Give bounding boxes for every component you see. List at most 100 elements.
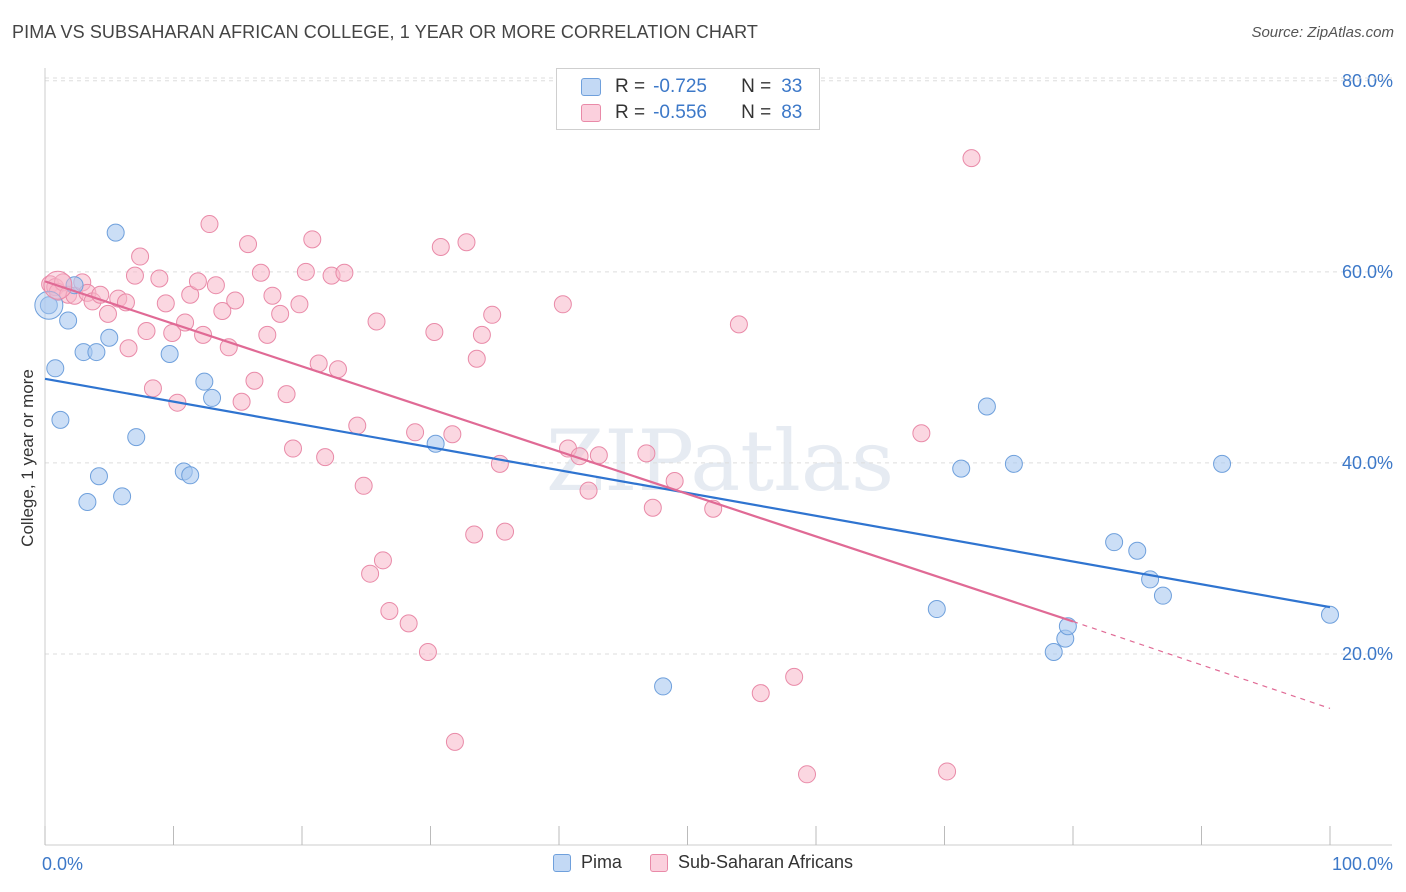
legend-r-label: R = (615, 76, 646, 97)
ssa-point (137, 322, 156, 341)
ssa-point (232, 392, 251, 411)
ssa-legend-icon (649, 853, 668, 872)
legend-label-pima: Pima (580, 852, 622, 872)
ssa-point (425, 323, 444, 342)
ssa-point (194, 325, 213, 344)
pima-point (160, 344, 179, 363)
ssa-point (418, 643, 437, 662)
pima-point (1105, 533, 1124, 552)
legend-n-value: 33 (781, 76, 803, 97)
pima-point (87, 343, 106, 362)
pima-point (46, 359, 65, 378)
pima-point (100, 328, 119, 347)
ssa-point (354, 476, 373, 495)
ssa-point (239, 235, 258, 254)
ssa-point (245, 371, 264, 390)
pima-point (1153, 586, 1172, 605)
ssa-point (181, 285, 200, 304)
series-legend: Pima Sub-Saharan Africans (0, 852, 1406, 873)
pima-point (977, 397, 996, 416)
ssa-point (579, 481, 598, 500)
pima-legend-icon (552, 853, 571, 872)
legend-item-pima: Pima (552, 852, 622, 873)
ssa-point (156, 294, 175, 313)
ssa-point (125, 266, 144, 285)
ssa-point (445, 732, 464, 751)
legend-label-ssa: Sub-Saharan Africans (677, 852, 854, 872)
pima-point (89, 467, 108, 486)
pima-point (203, 388, 222, 407)
pima-point (195, 372, 214, 391)
ssa-point (406, 423, 425, 442)
ssa-point (131, 247, 150, 266)
legend-r-value: -0.725 (653, 76, 707, 97)
ssa-point (98, 304, 117, 323)
pima-point (1044, 643, 1063, 662)
legend-row-ssa: R = -0.556 N = 83 (581, 100, 802, 126)
pima-point (34, 290, 64, 320)
ssa-point (277, 385, 296, 404)
ssa-point (348, 416, 367, 435)
ssa-point (119, 339, 138, 358)
pima-point (127, 428, 146, 447)
ssa-point (335, 263, 354, 282)
ssa-point (553, 295, 572, 314)
ssa-point (200, 215, 219, 234)
ssa-trend-extension (1072, 620, 1331, 709)
ssa-point (431, 237, 450, 256)
ssa-point (798, 765, 817, 784)
pima-point (1004, 454, 1023, 473)
ssa-swatch-icon (581, 104, 601, 122)
ssa-point (251, 263, 270, 282)
ssa-point (912, 424, 931, 443)
y-tick-label: 20.0% (1342, 644, 1393, 664)
ssa-point (751, 684, 770, 703)
ssa-point (373, 551, 392, 570)
legend-r-label: R = (615, 102, 646, 123)
ssa-point (226, 291, 245, 310)
pima-point (39, 296, 58, 315)
x-tick-label: 100.0% (1332, 854, 1393, 874)
ssa-point (962, 149, 981, 168)
ssa-point (258, 325, 277, 344)
ssa-point (143, 379, 162, 398)
ssa-point (367, 312, 386, 331)
ssa-point (785, 667, 804, 686)
ssa-point (284, 439, 303, 458)
pima-point (59, 311, 78, 330)
ssa-point (637, 444, 656, 463)
pima-point (78, 493, 97, 512)
ssa-point (729, 315, 748, 334)
y-tick-label: 40.0% (1342, 453, 1393, 473)
ssa-point (150, 269, 169, 288)
ssa-point (643, 498, 662, 517)
ssa-point (483, 305, 502, 324)
legend-item-ssa: Sub-Saharan Africans (649, 852, 854, 873)
ssa-point (263, 286, 282, 305)
y-tick-label: 80.0% (1342, 71, 1393, 91)
legend-row-pima: R = -0.725 N = 33 (581, 74, 802, 100)
pima-point (1321, 605, 1339, 624)
pima-point (1128, 541, 1147, 560)
ssa-point (206, 276, 225, 295)
pima-point (113, 487, 132, 506)
chart-title: PIMA VS SUBSAHARAN AFRICAN COLLEGE, 1 YE… (12, 22, 758, 42)
ssa-point (589, 446, 608, 465)
ssa-point (271, 304, 290, 323)
ssa-point (188, 272, 207, 291)
source-label: Source: ZipAtlas.com (1251, 24, 1394, 41)
ssa-point (496, 522, 515, 541)
pima-point (51, 410, 70, 429)
ssa-trend-line (44, 280, 1074, 623)
pima-point (654, 677, 673, 696)
legend-n-label: N = (741, 76, 772, 97)
ssa-point (380, 601, 399, 620)
correlation-legend: R = -0.725 N = 33 R = -0.556 N = 83 (556, 68, 820, 130)
ssa-point (443, 425, 462, 444)
pima-point (952, 459, 971, 478)
ssa-point (296, 262, 315, 281)
ssa-point (938, 762, 957, 781)
ssa-point (457, 233, 476, 252)
ssa-point (316, 448, 335, 467)
